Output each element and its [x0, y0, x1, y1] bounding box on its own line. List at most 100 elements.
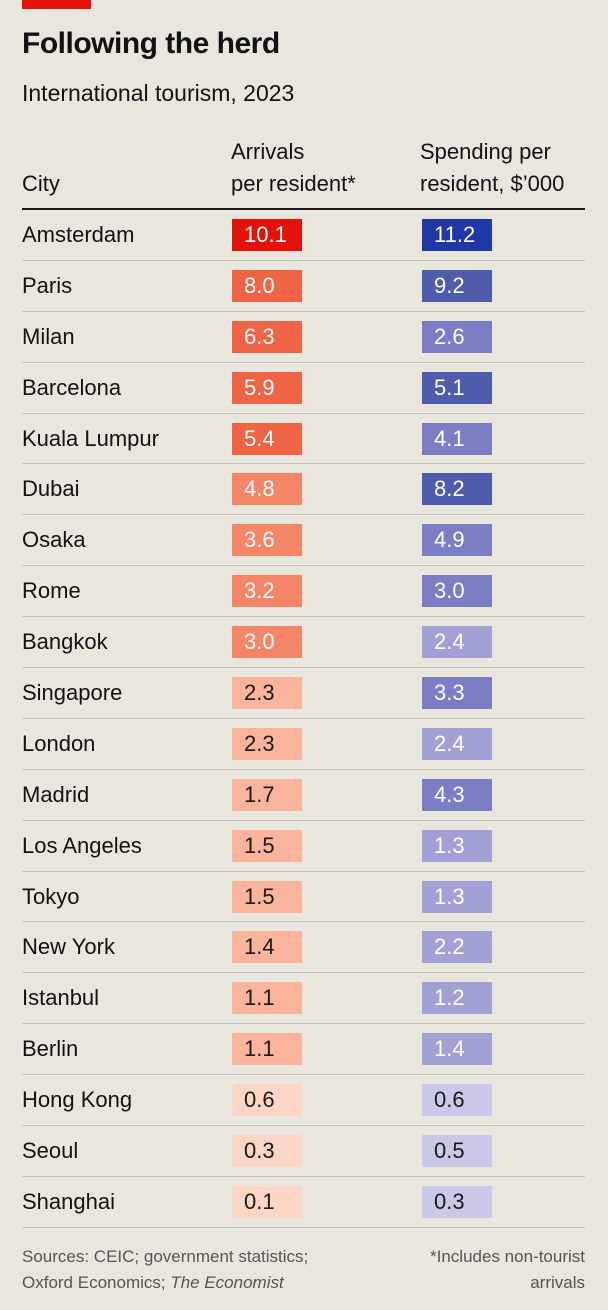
table-row: New York 1.4 2.2 [0, 922, 608, 974]
spending-cell: 1.4 [422, 1033, 492, 1066]
arrivals-cell: 1.5 [232, 880, 302, 913]
column-header-spending: Spending per resident, $’000 [420, 136, 564, 200]
spending-cell: 4.9 [422, 524, 492, 557]
city-label: Barcelona [22, 374, 122, 400]
sources-line2-prefix: Oxford Economics; [22, 1273, 171, 1292]
arrivals-cell: 8.0 [232, 269, 302, 302]
city-label: Rome [22, 578, 81, 604]
row-divider [22, 1226, 585, 1228]
city-label: London [22, 730, 96, 756]
table-row: Berlin 1.1 1.4 [0, 1024, 608, 1076]
spending-cell: 2.4 [422, 626, 492, 659]
column-header-arrivals-line1: Arrivals [231, 139, 305, 164]
footnote-line1: *Includes non-tourist [430, 1247, 585, 1266]
city-label: Shanghai [22, 1188, 115, 1214]
spending-cell: 2.6 [422, 320, 492, 353]
city-label: Singapore [22, 680, 123, 706]
sources-line2-italic: The Economist [170, 1273, 284, 1292]
table-body: Amsterdam 10.1 11.2 Paris 8.0 9.2 Milan 6.3 2.6 B… [0, 210, 608, 1228]
arrivals-cell: 1.7 [232, 778, 302, 811]
table-row: Barcelona 5.9 5.1 [0, 363, 608, 414]
spending-cell: 0.5 [422, 1135, 492, 1168]
city-label: Kuala Lumpur [22, 425, 159, 451]
spending-cell: 3.0 [422, 575, 492, 608]
table-row: Osaka 3.6 4.9 [0, 515, 608, 567]
table-row: Kuala Lumpur 5.4 4.1 [0, 414, 608, 465]
city-label: New York [22, 934, 115, 960]
row-divider [22, 412, 585, 414]
arrivals-cell: 1.5 [232, 829, 302, 862]
arrivals-cell: 0.6 [232, 1084, 302, 1117]
city-label: Hong Kong [22, 1087, 133, 1113]
column-header-arrivals-line2: per resident* [231, 171, 356, 196]
spending-cell: 1.3 [422, 829, 492, 862]
row-divider [22, 463, 585, 465]
row-divider [22, 921, 585, 923]
table-row: Istanbul 1.1 1.2 [0, 973, 608, 1025]
header-rule [22, 208, 585, 210]
spending-cell: 4.1 [422, 422, 492, 455]
row-divider [22, 310, 585, 312]
table-row: Paris 8.0 9.2 [0, 261, 608, 312]
table-row: Rome 3.2 3.0 [0, 566, 608, 618]
column-header-spending-line1: Spending per [420, 139, 551, 164]
row-divider [22, 1125, 585, 1127]
row-divider [22, 1023, 585, 1025]
table-row: Tokyo 1.5 1.3 [0, 872, 608, 923]
table-row: Singapore 2.3 3.3 [0, 668, 608, 719]
city-label: Bangkok [22, 629, 108, 655]
city-label: Los Angeles [22, 832, 142, 858]
table-row: Shanghai 0.1 0.3 [0, 1177, 608, 1228]
sources-line2: Oxford Economics; The Economist [22, 1270, 308, 1296]
footnote-line2: arrivals [530, 1273, 585, 1292]
row-divider [22, 514, 585, 516]
row-divider [22, 1175, 585, 1177]
arrivals-cell: 5.9 [232, 371, 302, 404]
arrivals-cell: 3.0 [232, 626, 302, 659]
sources-line1: Sources: CEIC; government statistics; [22, 1247, 309, 1266]
city-label: Istanbul [22, 985, 100, 1011]
arrivals-cell: 2.3 [232, 727, 302, 760]
arrivals-cell: 1.1 [232, 1033, 302, 1066]
row-divider [22, 259, 585, 261]
spending-cell: 9.2 [422, 269, 492, 302]
city-label: Osaka [22, 527, 86, 553]
spending-cell: 0.6 [422, 1084, 492, 1117]
spending-cell: 1.3 [422, 880, 492, 913]
table-row: Seoul 0.3 0.5 [0, 1126, 608, 1177]
city-label: Seoul [22, 1138, 79, 1164]
column-header-arrivals: Arrivals per resident* [231, 136, 356, 200]
city-label: Milan [22, 323, 75, 349]
city-label: Dubai [22, 476, 80, 502]
city-label: Paris [22, 272, 73, 298]
arrivals-cell: 0.3 [232, 1135, 302, 1168]
table-row: Dubai 4.8 8.2 [0, 464, 608, 516]
spending-cell: 2.2 [422, 931, 492, 964]
row-divider [22, 1074, 585, 1076]
chart-subtitle: International tourism, 2023 [22, 80, 295, 106]
arrivals-cell: 5.4 [232, 422, 302, 455]
row-divider [22, 667, 585, 669]
brand-tag [22, 0, 91, 9]
arrivals-cell: 6.3 [232, 320, 302, 353]
spending-cell: 11.2 [422, 219, 492, 251]
table-row: Hong Kong 0.6 0.6 [0, 1075, 608, 1127]
row-divider [22, 819, 585, 821]
table-row: London 2.3 2.4 [0, 719, 608, 770]
spending-cell: 8.2 [422, 473, 492, 506]
city-label: Tokyo [22, 883, 80, 909]
table-row: Los Angeles 1.5 1.3 [0, 821, 608, 872]
row-divider [22, 616, 585, 618]
table-row: Bangkok 3.0 2.4 [0, 617, 608, 669]
arrivals-cell: 1.1 [232, 982, 302, 1015]
footnote: *Includes non-tourist arrivals [430, 1244, 585, 1296]
arrivals-cell: 2.3 [232, 677, 302, 710]
arrivals-cell: 4.8 [232, 473, 302, 506]
column-header-spending-line2: resident, $’000 [420, 171, 565, 196]
row-divider [22, 870, 585, 872]
row-divider [22, 768, 585, 770]
spending-cell: 2.4 [422, 727, 492, 760]
spending-cell: 5.1 [422, 371, 492, 404]
table-row: Milan 6.3 2.6 [0, 312, 608, 363]
city-label: Madrid [22, 781, 90, 807]
